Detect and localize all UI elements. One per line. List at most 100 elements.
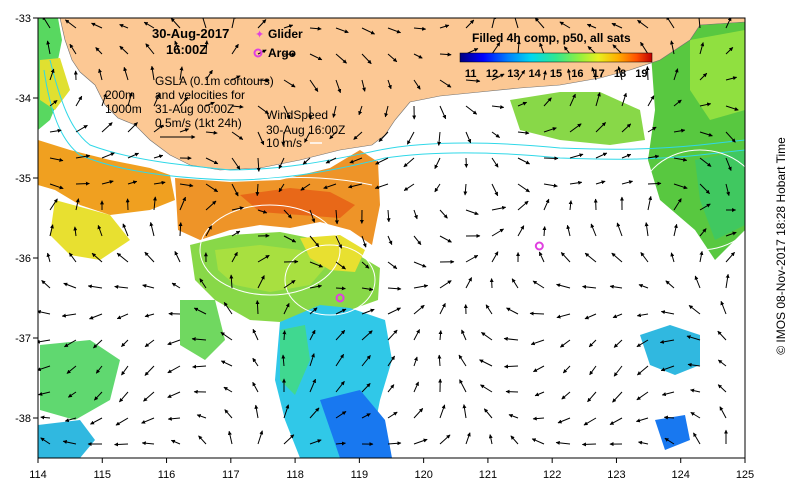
gsla-line3: 31-Aug 00:00Z xyxy=(155,102,234,116)
velocity-arrow xyxy=(150,65,155,81)
velocity-arrow xyxy=(517,183,530,193)
velocity-arrow xyxy=(361,413,371,419)
lon-tick-label: 114 xyxy=(29,469,47,481)
velocity-arrow xyxy=(636,417,649,423)
velocity-arrow xyxy=(413,356,418,367)
velocity-arrow xyxy=(231,230,241,237)
velocity-arrow xyxy=(283,434,295,445)
velocity-arrow xyxy=(413,79,421,90)
velocity-arrow xyxy=(539,42,545,55)
velocity-arrow xyxy=(465,131,472,144)
velocity-arrow xyxy=(231,131,244,140)
velocity-arrow xyxy=(193,307,207,315)
header-date: 30-Aug-2017 xyxy=(152,26,229,41)
velocity-arrow xyxy=(196,414,207,419)
velocity-arrow xyxy=(557,417,571,424)
velocity-arrow xyxy=(119,24,129,29)
velocity-arrow xyxy=(588,339,597,348)
velocity-arrow xyxy=(179,183,194,188)
velocity-arrow xyxy=(687,362,701,367)
velocity-arrow xyxy=(690,388,701,393)
velocity-arrow xyxy=(387,27,401,34)
velocity-arrow xyxy=(205,225,213,237)
velocity-arrow xyxy=(149,222,155,237)
glider-label: Glider xyxy=(268,27,303,41)
sst-patch-west-yellow xyxy=(50,200,130,260)
velocity-arrow xyxy=(335,441,346,446)
velocity-arrow xyxy=(439,280,452,289)
velocity-arrow xyxy=(465,277,473,289)
velocity-arrow xyxy=(699,131,713,137)
velocity-arrow xyxy=(119,391,129,403)
velocity-arrow xyxy=(257,19,267,29)
velocity-arrow xyxy=(174,40,181,55)
velocity-arrow xyxy=(40,437,51,445)
velocity-arrow xyxy=(141,417,155,424)
velocity-arrow xyxy=(621,153,632,159)
argo-float-marker[interactable] xyxy=(335,293,345,303)
velocity-arrow xyxy=(542,226,547,237)
velocity-arrow xyxy=(283,79,296,88)
velocity-arrow xyxy=(361,261,370,269)
velocity-arrow xyxy=(101,122,113,133)
velocity-arrow xyxy=(335,286,346,291)
velocity-arrow xyxy=(325,157,337,164)
velocity-arrow xyxy=(309,329,316,341)
velocity-arrow xyxy=(41,280,51,289)
colorbar-tick-label: 12 xyxy=(486,68,498,80)
velocity-arrow xyxy=(49,224,54,237)
velocity-arrow xyxy=(170,439,181,445)
velocity-arrow xyxy=(413,381,419,393)
velocity-arrow xyxy=(97,224,103,237)
velocity-arrow xyxy=(309,284,323,289)
colorbar-tick-label: 16 xyxy=(571,68,583,80)
velocity-arrow xyxy=(699,203,711,211)
velocity-arrow xyxy=(49,68,55,81)
velocity-arrow xyxy=(437,354,442,367)
velocity-arrow xyxy=(121,365,129,376)
velocity-arrow xyxy=(542,70,547,81)
velocity-arrow xyxy=(283,302,290,315)
velocity-arrow xyxy=(725,76,738,81)
velocity-arrow xyxy=(256,157,261,172)
velocity-arrow xyxy=(335,308,347,315)
velocity-arrow xyxy=(645,66,650,81)
velocity-arrow xyxy=(644,222,649,237)
velocity-arrow xyxy=(205,157,219,165)
velocity-arrow xyxy=(595,92,601,107)
velocity-arrow xyxy=(282,330,287,341)
velocity-arrow xyxy=(586,23,597,29)
velocity-arrow xyxy=(647,95,655,107)
sst-patch-green-south xyxy=(280,325,310,395)
velocity-arrow xyxy=(93,391,103,401)
velocity-arrow xyxy=(283,404,290,419)
velocity-arrow xyxy=(309,235,320,248)
velocity-arrow xyxy=(192,364,207,369)
velocity-arrow xyxy=(49,183,64,190)
velocity-arrow xyxy=(205,183,219,193)
velocity-arrow xyxy=(665,280,675,289)
velocity-arrow xyxy=(562,365,571,374)
velocity-arrow xyxy=(725,251,735,263)
velocity-arrow xyxy=(46,252,51,263)
velocity-arrow xyxy=(300,183,311,191)
velocity-arrow xyxy=(283,209,293,219)
velocity-arrow xyxy=(335,329,346,341)
lon-tick-label: 115 xyxy=(93,469,111,481)
velocity-arrow xyxy=(659,339,675,344)
velocity-arrow xyxy=(638,284,649,289)
sst-patch-central-red xyxy=(240,188,355,218)
colorbar-title: Filled 4h comp, p50, all sats xyxy=(472,31,631,45)
velocity-arrow xyxy=(638,440,649,445)
velocity-arrow xyxy=(439,434,451,445)
velocity-arrow xyxy=(387,411,398,419)
velocity-arrow xyxy=(595,122,606,133)
velocity-arrow xyxy=(513,18,519,29)
velocity-arrow xyxy=(119,45,129,55)
argo-float-marker[interactable] xyxy=(534,241,544,251)
velocity-arrow xyxy=(673,128,686,133)
velocity-arrow xyxy=(167,339,181,346)
velocity-arrow xyxy=(688,304,701,315)
lat-tick-label: -38 xyxy=(15,413,31,425)
